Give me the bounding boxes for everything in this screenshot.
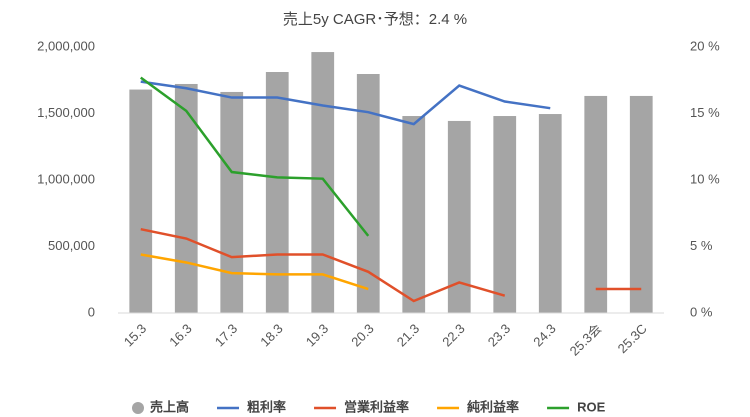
y2-tick-label: 5 %	[690, 238, 713, 253]
bar	[447, 120, 471, 313]
bar	[402, 116, 426, 313]
y2-tick-label: 20 %	[690, 38, 720, 53]
line	[140, 253, 369, 291]
legend-label: 純利益率	[467, 399, 519, 414]
x-tick-label: 23.3	[485, 321, 514, 350]
legend-label: 粗利率	[247, 399, 286, 414]
x-tick-label: 17.3	[212, 321, 241, 350]
bar	[356, 73, 380, 314]
y2-tick-label: 10 %	[690, 171, 720, 186]
bar	[493, 116, 517, 313]
y-tick-label: 2,000,000	[37, 38, 95, 53]
x-tick-label: 21.3	[394, 321, 423, 350]
y-tick-label: 500,000	[48, 238, 95, 253]
bar	[538, 114, 562, 313]
x-tick-label: 18.3	[257, 321, 286, 350]
chart-title: 売上5y CAGR･予想：2.4 %	[283, 11, 467, 28]
bar	[174, 83, 198, 313]
x-tick-label: 24.3	[530, 321, 559, 350]
legend-label: 売上高	[150, 399, 189, 414]
y-tick-label: 1,000,000	[37, 171, 95, 186]
y2-tick-label: 15 %	[690, 105, 720, 120]
y-tick-label: 1,500,000	[37, 105, 95, 120]
y2-tick-label: 0 %	[690, 304, 713, 319]
x-tick-label: 16.3	[166, 321, 195, 350]
bar	[129, 89, 153, 313]
x-tick-label: 19.3	[303, 321, 332, 350]
x-tick-label: 25.3会	[567, 321, 605, 359]
line	[140, 76, 370, 237]
bar	[584, 95, 608, 313]
bar	[311, 52, 335, 313]
x-tick-label: 25.3C	[615, 321, 650, 356]
bar	[629, 95, 653, 313]
x-tick-label: 20.3	[348, 321, 377, 350]
line	[140, 80, 551, 126]
legend-label: ROE	[577, 399, 606, 414]
legend-label: 営業利益率	[344, 399, 409, 414]
x-tick-label: 22.3	[439, 321, 468, 350]
line	[140, 227, 642, 303]
y-tick-label: 0	[88, 304, 95, 319]
bar	[265, 72, 289, 313]
bar	[220, 91, 244, 313]
x-tick-label: 15.3	[121, 321, 150, 350]
legend-marker	[132, 402, 144, 414]
